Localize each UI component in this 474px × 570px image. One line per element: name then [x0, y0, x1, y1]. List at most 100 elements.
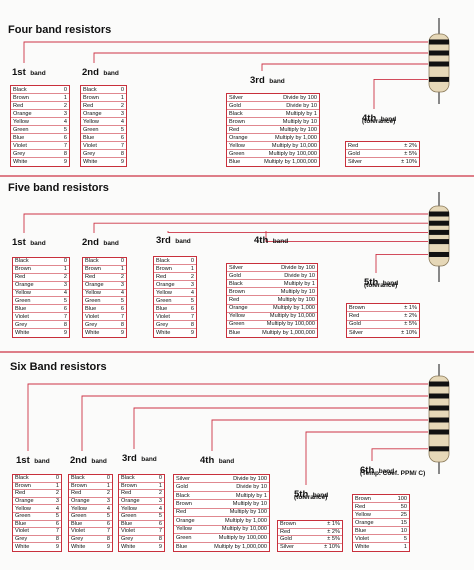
- color-name: Brown: [71, 482, 87, 489]
- color-name: Grey: [121, 536, 134, 543]
- band-label: 4th band: [254, 230, 288, 248]
- color-value: Multiply by 1,000: [273, 305, 315, 312]
- color-value: Multiply by 1: [283, 280, 315, 287]
- table-row: Yellow 4: [13, 505, 61, 513]
- color-name: Blue: [121, 520, 133, 527]
- resistor-band: [429, 220, 449, 226]
- table-row: Grey 8: [13, 536, 61, 544]
- color-value: Multiply by 10,000: [271, 142, 317, 149]
- table-row: Green 5: [69, 513, 112, 521]
- color-name: Yellow: [156, 289, 172, 296]
- band-ordinal: 4th: [254, 235, 269, 246]
- color-name: White: [156, 330, 171, 336]
- color-value: 0: [63, 86, 67, 93]
- band-ordinal: 3rd: [156, 235, 171, 246]
- color-name: Yellow: [71, 505, 87, 512]
- color-value: 8: [120, 150, 124, 157]
- color-value: 4: [55, 505, 59, 512]
- color-value: Multiply by 1,000: [275, 134, 317, 141]
- color-value: 8: [190, 321, 194, 328]
- band-table: Black 0 Brown 1 Red 2 Orange 3 Yellow 4 Green 5 Blue…: [82, 257, 127, 338]
- color-value: Multiply by 1,000: [225, 517, 267, 524]
- connector: [23, 213, 428, 233]
- band-word: band: [272, 238, 289, 245]
- color-name: White: [15, 544, 30, 551]
- color-value: Multiply by 100: [277, 296, 315, 303]
- table-row: Red 2: [69, 490, 112, 498]
- band-ordinal: 5th: [294, 489, 309, 500]
- table-row: Yellow Multiply by 10,000: [174, 526, 269, 535]
- color-value: 7: [106, 528, 110, 535]
- color-value: 3: [120, 282, 124, 289]
- color-name: Gold: [349, 321, 361, 328]
- resistor-band: [429, 251, 449, 257]
- color-value: 2: [120, 274, 124, 281]
- color-name: Orange: [13, 110, 32, 117]
- table-row: Brown 1: [11, 94, 69, 102]
- color-value: 0: [158, 475, 162, 482]
- band-label: 5th band: [364, 272, 398, 290]
- connector: [27, 383, 428, 451]
- color-name: Orange: [355, 519, 374, 526]
- band-label: 2nd band: [82, 232, 119, 250]
- color-value: 1: [120, 94, 124, 101]
- resistor-band: [429, 381, 449, 387]
- color-name: Grey: [13, 150, 26, 157]
- table-row: Grey 8: [83, 321, 126, 330]
- table-row: Green Multiply by 100,000: [227, 150, 319, 158]
- table-row: White 9: [13, 329, 69, 337]
- band-word: band: [91, 458, 107, 465]
- color-name: Orange: [156, 281, 175, 288]
- color-name: Grey: [71, 536, 84, 543]
- band-word: band: [175, 238, 191, 245]
- color-value: 6: [158, 520, 162, 527]
- band-table: Brown 100 Red 50 Yellow 25 Orange 15 Blue 10 Viole…: [352, 494, 410, 552]
- color-name: Silver: [176, 475, 190, 482]
- table-row: Silver Divide by 100: [227, 264, 317, 273]
- color-name: Silver: [229, 94, 243, 101]
- resistor-band: [429, 239, 449, 245]
- table-row: Blue Multiply by 1,000,000: [227, 329, 317, 337]
- color-value: 2: [190, 273, 194, 280]
- table-row: Brown 1: [69, 483, 112, 491]
- color-value: 1: [158, 482, 162, 489]
- connector: [133, 407, 428, 449]
- table-row: Green Multiply by 100,000: [174, 534, 269, 543]
- table-row: Red ± 2%: [278, 529, 342, 536]
- color-value: 4: [63, 290, 67, 296]
- table-row: Yellow Multiply by 10,000: [227, 142, 319, 150]
- table-row: White 9: [83, 329, 126, 337]
- table-row: Violet 7: [11, 142, 69, 150]
- color-value: 8: [120, 321, 124, 328]
- table-row: Green 5: [83, 297, 126, 306]
- band-word: band: [34, 458, 50, 465]
- table-row: White 9: [154, 329, 196, 337]
- color-value: 5: [120, 297, 124, 304]
- color-name: Grey: [156, 321, 169, 328]
- band-label: 1st band: [12, 62, 46, 80]
- band-ordinal: 1st: [16, 455, 30, 466]
- color-value: ± 2%: [404, 312, 417, 319]
- resistor-band: [429, 393, 449, 399]
- table-row: Black 0: [83, 258, 126, 266]
- color-name: Gold: [280, 536, 292, 543]
- color-value: 9: [190, 330, 194, 336]
- color-name: Violet: [13, 142, 27, 149]
- color-name: White: [15, 329, 30, 336]
- table-row: Green 5: [119, 513, 164, 521]
- band-label: 3rd band: [122, 448, 157, 466]
- color-name: Gold: [176, 484, 188, 491]
- color-value: 6: [63, 134, 67, 141]
- color-name: Green: [15, 297, 31, 304]
- band-table: Silver Divide by 100 Gold Divide by 10 Black…: [173, 474, 270, 552]
- connector: [375, 254, 428, 273]
- color-value: 9: [63, 329, 67, 336]
- color-value: 2: [63, 274, 67, 281]
- color-name: Violet: [15, 528, 29, 535]
- color-value: 3: [63, 110, 67, 117]
- table-row: Yellow 4: [119, 505, 164, 513]
- table-row: Yellow Multiply by 10,000: [227, 313, 317, 321]
- resistor-band: [429, 405, 449, 411]
- color-name: Red: [348, 142, 359, 149]
- table-row: Red 50: [353, 503, 409, 511]
